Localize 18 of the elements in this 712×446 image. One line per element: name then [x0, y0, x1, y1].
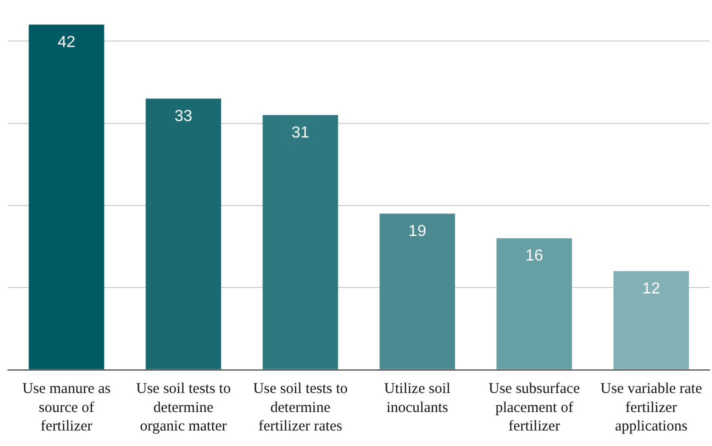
bar: [146, 98, 222, 370]
bar: [28, 24, 104, 370]
data-label: 31: [291, 124, 310, 142]
data-label: 33: [174, 108, 192, 126]
bar: [380, 214, 456, 370]
x-tick-label: Utilize soil inoculants: [384, 381, 450, 416]
bar: [496, 238, 572, 370]
bar: [262, 115, 338, 370]
data-label: 19: [408, 223, 426, 240]
data-label: 42: [58, 34, 76, 52]
x-tick-label: Use soil tests to determine fertilizer rates: [253, 381, 348, 435]
x-tick-label: Use subsurface placement of fertilizer: [488, 381, 580, 435]
x-tick-label: Use variable rate fertilizer applications: [600, 381, 702, 435]
x-tick-label: Use soil tests to determine organic matter: [136, 381, 231, 435]
data-label: 16: [525, 248, 544, 265]
bar: [613, 271, 689, 370]
data-label: 12: [642, 280, 660, 298]
x-tick-label: Use manure as source of fertilizer: [22, 381, 111, 435]
